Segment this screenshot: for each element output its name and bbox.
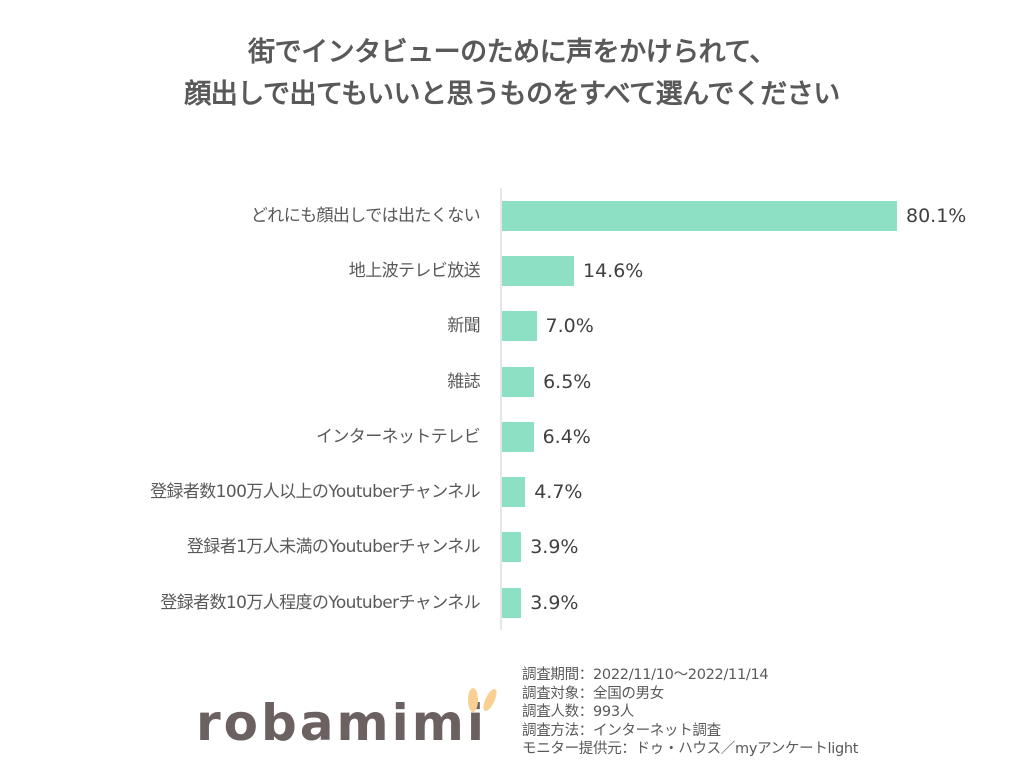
bar-row: 地上波テレビ放送 14.6% <box>0 255 1024 287</box>
chart-title-line-2: 顔出しで出てもいいと思うものをすべて選んでください <box>184 79 840 110</box>
category-label: 地上波テレビ放送 <box>348 261 481 281</box>
value-label: 7.0% <box>545 315 594 337</box>
value-label: 3.9% <box>530 592 579 614</box>
robamimi-logo: robamimi <box>196 688 497 763</box>
chart-title: 街でインタビューのために声をかけられて、 顔出しで出てもいいと思うものをすべて選… <box>0 32 1024 116</box>
bar <box>502 422 534 452</box>
logo-ear-right <box>483 688 497 712</box>
category-label: どれにも顔出しでは出たくない <box>250 206 481 226</box>
survey-method: 調査方法：インターネット調査 <box>522 722 721 739</box>
survey-target: 調査対象：全国の男女 <box>522 685 664 702</box>
bar <box>502 588 522 618</box>
bar-row: 新聞 7.0% <box>0 310 1024 342</box>
survey-period: 調査期間：2022/11/10～2022/11/14 <box>522 667 769 683</box>
category-axis-line <box>500 188 502 630</box>
chart-title-line-1: 街でインタビューのために声をかけられて、 <box>248 37 776 68</box>
bar <box>502 532 522 562</box>
bar-row: 登録者数100万人以上のYoutuberチャンネル 4.7% <box>0 476 1024 508</box>
value-label: 80.1% <box>906 205 967 227</box>
bar-row: インターネットテレビ 6.4% <box>0 421 1024 453</box>
value-label: 6.5% <box>543 371 592 393</box>
value-label: 4.7% <box>534 481 583 503</box>
bar-chart: どれにも顔出しでは出たくない 80.1% 地上波テレビ放送 14.6% 新聞 7… <box>0 188 1024 630</box>
logo-wordmark: robamimi <box>196 694 488 752</box>
survey-notes: 調査期間：2022/11/10～2022/11/14 調査対象：全国の男女 調査… <box>522 666 858 759</box>
category-label: 雑誌 <box>447 372 480 392</box>
bar <box>502 256 574 286</box>
category-label: 新聞 <box>447 316 480 336</box>
bar <box>502 367 535 397</box>
category-label: 登録者1万人未満のYoutuberチャンネル <box>186 537 481 557</box>
bar <box>502 311 537 341</box>
category-label: 登録者数100万人以上のYoutuberチャンネル <box>150 482 481 502</box>
bar-row: どれにも顔出しでは出たくない 80.1% <box>0 200 1024 232</box>
survey-monitor-provider: モニター提供元：ドゥ・ハウス／myアンケートlight <box>522 741 859 758</box>
rabbit-ears-icon <box>468 688 497 712</box>
bar-row: 登録者1万人未満のYoutuberチャンネル 3.9% <box>0 531 1024 563</box>
bar <box>502 201 897 231</box>
value-label: 3.9% <box>530 536 579 558</box>
logo-ear-left <box>468 688 478 712</box>
value-label: 6.4% <box>542 426 591 448</box>
value-label: 14.6% <box>583 260 644 282</box>
category-label: 登録者数10万人程度のYoutuberチャンネル <box>160 593 480 613</box>
bar-row: 登録者数10万人程度のYoutuberチャンネル 3.9% <box>0 587 1024 619</box>
survey-sample-size: 調査人数：993人 <box>522 704 634 721</box>
bar-row: 雑誌 6.5% <box>0 366 1024 398</box>
category-label: インターネットテレビ <box>316 427 481 447</box>
bar <box>502 477 526 507</box>
